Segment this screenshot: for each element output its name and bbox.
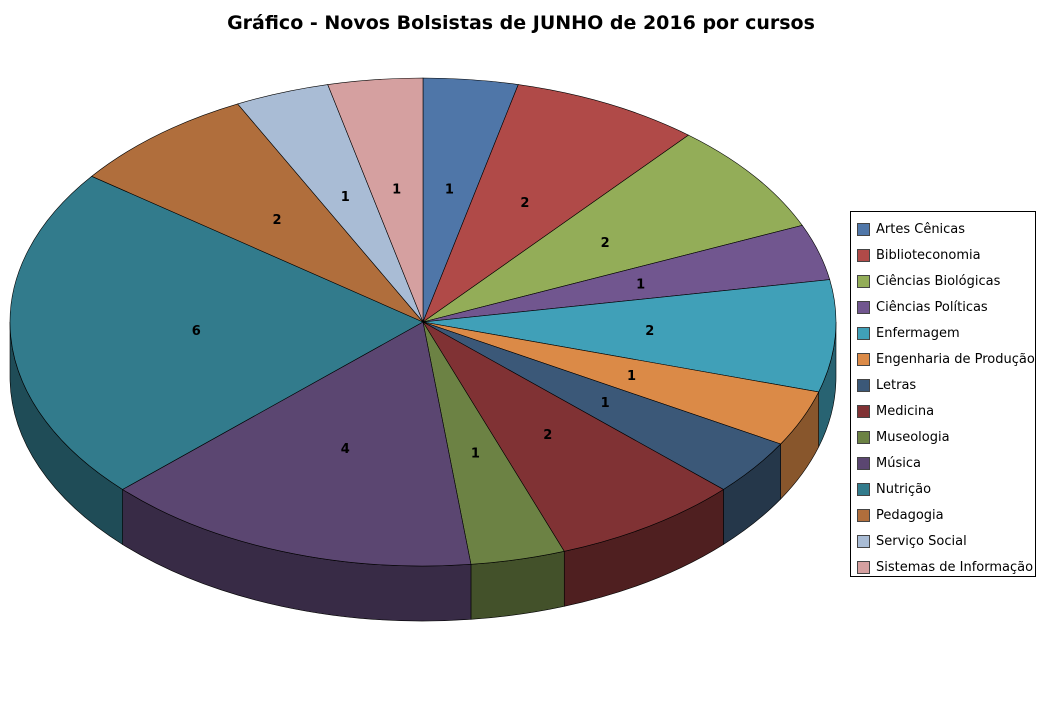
legend-label: Letras [876,377,917,393]
legend-label: Engenharia de Produção [876,351,1035,367]
legend-label: Medicina [876,403,935,419]
legend-swatch [857,430,870,444]
slice-1[interactable] [422,84,690,323]
legend-item: Pedagogia [851,502,1035,528]
data-label-13: 1 [392,183,401,198]
pie-chart: 1 2 2 1 2 1 1 2 1 4 6 2 1 1 [9,77,837,622]
legend-swatch [857,378,870,392]
legend-swatch [857,456,870,470]
slice-11[interactable] [91,103,424,323]
legend: Artes Cênicas Biblioteconomia Ciências Bio… [850,211,1036,577]
legend-item: Letras [851,372,1035,398]
legend-label: Serviço Social [876,533,967,549]
chart-title: Gráfico - Novos Bolsistas de JUNHO de 20… [227,12,815,34]
legend-item: Serviço Social [851,528,1035,554]
legend-label: Pedagogia [876,507,944,523]
data-label-2: 2 [601,236,610,251]
legend-swatch [857,404,870,418]
data-labels: 1 2 2 1 2 1 1 2 1 4 6 2 1 1 [192,183,655,462]
legend-item: Medicina [851,398,1035,424]
data-label-1: 2 [520,196,529,211]
legend-item: Biblioteconomia [851,242,1035,268]
legend-label: Música [876,455,921,471]
legend-swatch [857,482,870,496]
legend-swatch [857,248,870,262]
legend-swatch [857,274,870,288]
data-label-12: 1 [341,190,350,205]
slice-4[interactable] [422,279,837,393]
data-label-8: 1 [471,447,480,462]
legend-item: Música [851,450,1035,476]
legend-label: Nutrição [876,481,932,497]
slice-9[interactable] [122,321,472,567]
legend-swatch [857,352,870,366]
data-label-3: 1 [636,278,645,293]
legend-label: Enfermagem [876,325,960,341]
legend-swatch [857,300,870,314]
legend-label: Museologia [876,429,950,445]
data-label-5: 1 [627,369,636,384]
data-label-10: 6 [192,324,201,339]
legend-item: Sistemas de Informação [851,554,1035,580]
legend-label: Biblioteconomia [876,247,981,263]
legend-swatch [857,534,870,548]
legend-label: Ciências Biológicas [876,273,1001,289]
data-label-4: 2 [645,324,654,339]
data-label-6: 1 [601,396,610,411]
data-label-0: 1 [445,183,454,198]
pie-tops [9,77,837,567]
slice-10[interactable] [9,175,424,490]
legend-label: Ciências Políticas [876,299,988,315]
legend-item: Ciências Políticas [851,294,1035,320]
slice-7[interactable] [422,321,724,552]
legend-item: Artes Cênicas [851,216,1035,242]
data-label-7: 2 [543,428,552,443]
legend-item: Nutrição [851,476,1035,502]
data-label-11: 2 [272,213,281,228]
legend-swatch [857,560,870,574]
legend-item: Engenharia de Produção [851,346,1035,372]
slice-13[interactable] [327,77,424,323]
legend-item: Enfermagem [851,320,1035,346]
slice-2[interactable] [422,134,803,323]
legend-swatch [857,222,870,236]
legend-label: Sistemas de Informação [876,559,1034,575]
legend-item: Museologia [851,424,1035,450]
legend-item: Ciências Biológicas [851,268,1035,294]
data-label-9: 4 [341,442,350,457]
legend-swatch [857,326,870,340]
pie-sides [9,321,837,622]
legend-label: Artes Cênicas [876,221,966,237]
legend-swatch [857,508,870,522]
